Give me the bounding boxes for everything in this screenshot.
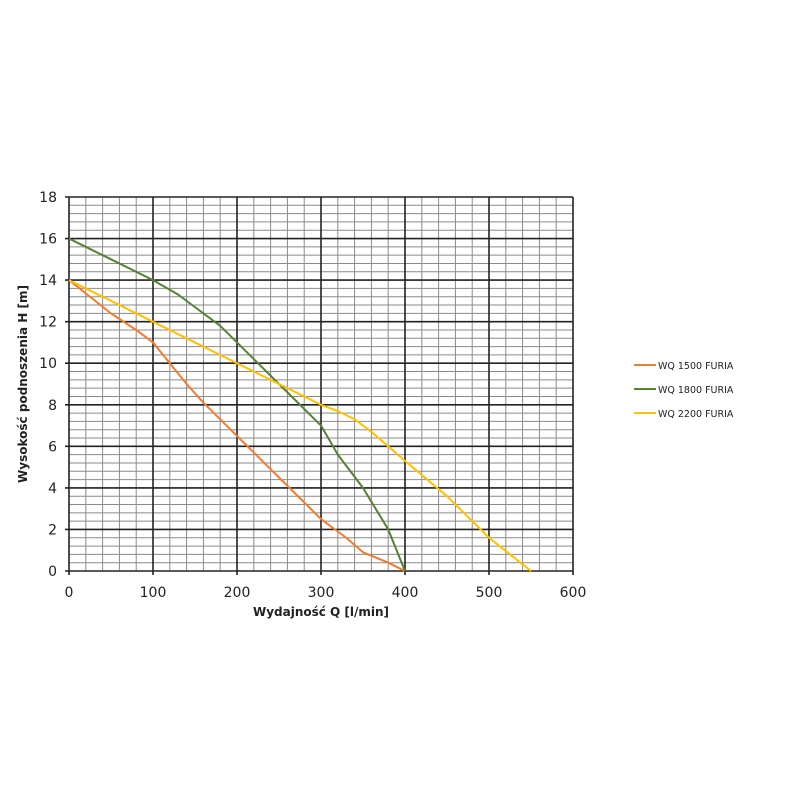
y-tick-label: 0 [48,564,57,580]
y-axis-label: Wysokość podnoszenia H [m] [16,285,30,483]
x-tick-label: 500 [476,585,503,601]
series-line [68,279,406,572]
legend-label: WQ 1500 FURIA [658,361,734,372]
y-tick-label: 18 [39,190,57,206]
y-tick-label: 6 [48,439,57,455]
x-axis-label: Wydajność Q [l/min] [253,605,389,619]
series-lines [68,237,532,572]
x-tick-label: 300 [308,585,335,601]
x-tick-label: 600 [560,585,587,601]
y-tick-label: 8 [48,398,57,414]
x-tick-labels: 0 100 200 300 400 500 600 [65,585,587,601]
series-line [68,279,532,572]
y-tick-label: 14 [39,273,57,289]
x-tick-label: 200 [224,585,251,601]
y-tick-label: 12 [39,315,57,331]
x-tick-label: 100 [140,585,167,601]
y-tick-label: 4 [48,481,57,497]
legend-label: WQ 2200 FURIA [658,409,734,420]
y-tick-label: 16 [39,232,57,248]
legend: WQ 1500 FURIA WQ 1800 FURIA WQ 2200 FURIA [634,361,734,420]
x-tick-label: 400 [392,585,419,601]
y-tick-label: 2 [48,522,57,538]
series-line [68,237,406,572]
x-tick-label: 0 [65,585,74,601]
y-tick-label: 10 [39,356,57,372]
y-tick-labels: 0 2 4 6 8 10 12 14 16 18 [39,190,57,580]
major-grid [65,196,574,575]
legend-label: WQ 1800 FURIA [658,385,734,396]
